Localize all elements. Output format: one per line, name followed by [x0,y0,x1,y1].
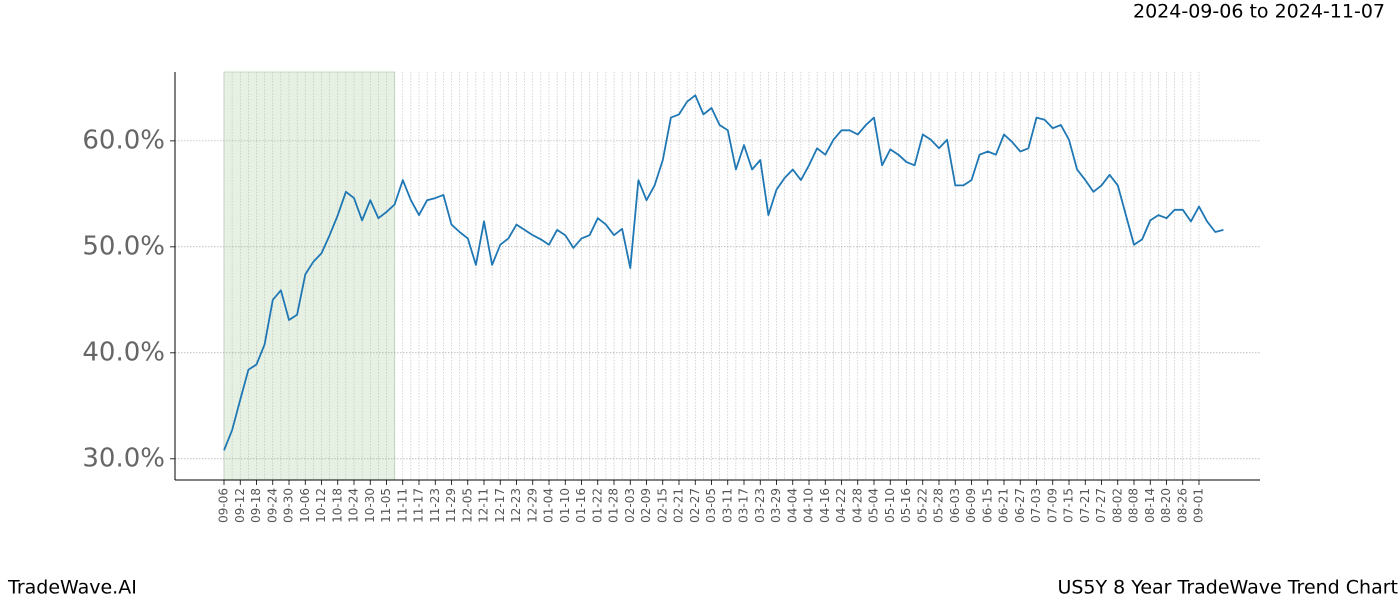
x-tick-label: 03-11 [720,488,734,523]
x-tick-label: 05-16 [899,488,913,523]
x-tick-label: 06-27 [1013,488,1027,523]
x-tick-label: 02-03 [623,488,637,523]
x-tick-label: 07-03 [1029,488,1043,523]
x-tick-label: 01-04 [542,488,556,523]
x-tick-label: 10-12 [314,488,328,523]
x-tick-label: 08-26 [1175,488,1189,523]
x-tick-label: 05-10 [883,488,897,523]
x-tick-label: 04-28 [850,488,864,523]
y-tick-label: 60.0% [82,125,165,155]
x-tick-label: 02-21 [672,488,686,523]
x-tick-label: 11-11 [395,488,409,523]
footer-right: US5Y 8 Year TradeWave Trend Chart [1057,577,1398,599]
x-tick-label: 07-15 [1062,488,1076,523]
x-tick-label: 09-01 [1192,488,1206,523]
x-tick-label: 08-02 [1110,488,1124,523]
x-tick-label: 08-08 [1127,488,1141,523]
x-tick-label: 05-04 [867,488,881,523]
x-tick-label: 04-10 [802,488,816,523]
x-tick-label: 07-09 [1045,488,1059,523]
x-tick-label: 04-22 [834,488,848,523]
x-tick-label: 11-17 [412,488,426,523]
x-tick-label: 07-21 [1078,488,1092,523]
x-tick-label: 08-14 [1143,488,1157,523]
x-tick-label: 03-29 [769,488,783,523]
x-tick-label: 10-18 [330,488,344,523]
x-tick-label: 06-21 [997,488,1011,523]
x-tick-label: 03-23 [753,488,767,523]
x-tick-label: 12-23 [509,488,523,523]
x-tick-label: 12-29 [525,488,539,523]
x-tick-label: 11-05 [379,488,393,523]
x-tick-label: 02-15 [655,488,669,523]
x-tick-label: 10-24 [347,488,361,523]
x-tick-label: 01-28 [607,488,621,523]
x-tick-label: 05-28 [932,488,946,523]
x-tick-label: 09-06 [217,488,231,523]
footer-left: TradeWave.AI [7,577,137,599]
x-tick-label: 09-18 [249,488,263,523]
highlight-band [223,71,396,481]
x-tick-label: 10-30 [363,488,377,523]
x-tick-label: 11-23 [428,488,442,523]
chart-subtitle: 2024-09-06 to 2024-11-07 [1133,1,1385,23]
x-tick-label: 12-17 [493,488,507,523]
x-tick-label: 09-24 [265,488,279,523]
x-tick-label: 07-27 [1094,488,1108,523]
x-tick-label: 11-29 [444,488,458,523]
x-tick-label: 08-20 [1159,488,1173,523]
x-tick-label: 10-06 [298,488,312,523]
x-tick-label: 12-05 [460,488,474,523]
x-tick-label: 02-27 [688,488,702,523]
x-tick-label: 09-30 [282,488,296,523]
x-tick-label: 01-22 [590,488,604,523]
x-tick-label: 01-16 [574,488,588,523]
x-tick-label: 03-05 [704,488,718,523]
x-tick-label: 04-16 [818,488,832,523]
x-tick-label: 09-12 [233,488,247,523]
x-tick-label: 06-15 [980,488,994,523]
x-tick-label: 04-04 [785,488,799,523]
y-tick-label: 40.0% [82,337,165,367]
x-tick-label: 12-11 [477,488,491,523]
x-tick-label: 01-10 [558,488,572,523]
y-tick-label: 30.0% [82,443,165,473]
x-tick-label: 06-03 [948,488,962,523]
y-tick-label: 50.0% [82,231,165,261]
x-tick-label: 02-09 [639,488,653,523]
x-tick-label: 06-09 [964,488,978,523]
series-line [223,94,1224,451]
x-tick-label: 05-22 [915,488,929,523]
x-tick-label: 03-17 [737,488,751,523]
